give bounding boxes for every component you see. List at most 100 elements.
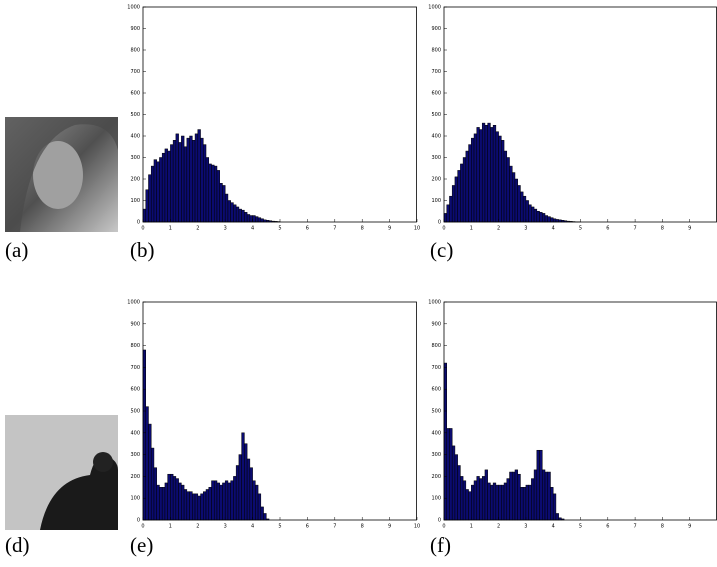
bar (465, 489, 469, 521)
bar (211, 164, 215, 223)
bar (145, 406, 149, 521)
bar (156, 484, 160, 521)
bar (520, 191, 524, 223)
bar (547, 471, 551, 521)
bar (501, 140, 505, 223)
bar (257, 217, 262, 223)
y-tick-label: 100 (431, 496, 441, 502)
y-tick-label: 700 (130, 365, 140, 371)
bar (219, 183, 223, 223)
y-tick-label: 600 (431, 91, 441, 97)
bar (161, 487, 166, 521)
y-tick-label: 0 (137, 518, 140, 524)
x-tick-label: 5 (579, 524, 582, 530)
panel-label: (d) (5, 533, 30, 557)
bar (148, 174, 152, 223)
bar (170, 144, 174, 223)
y-tick-label: 700 (431, 365, 441, 371)
bar (235, 206, 240, 223)
x-tick-label: 1 (470, 524, 473, 530)
y-tick-label: 400 (130, 134, 140, 140)
bar (468, 491, 472, 521)
bar (172, 140, 177, 223)
bar (531, 206, 535, 223)
bar (241, 432, 245, 521)
y-tick-label: 800 (431, 48, 441, 54)
bar (476, 476, 480, 521)
bar (539, 212, 543, 223)
bar (213, 480, 218, 521)
y-tick-label: 900 (431, 321, 441, 327)
bar (249, 215, 253, 223)
x-tick-label: 8 (361, 226, 364, 232)
bar (148, 423, 152, 521)
bar (520, 487, 524, 521)
x-tick-label: 4 (251, 226, 254, 232)
bar (465, 150, 469, 223)
bar (490, 127, 494, 223)
y-tick-label: 1000 (127, 300, 140, 306)
x-tick-label: 4 (251, 524, 254, 530)
y-tick-label: 300 (431, 452, 441, 458)
bar (153, 467, 157, 521)
bar (159, 487, 163, 521)
x-tick-label: 5 (579, 226, 582, 232)
photo-d (5, 415, 118, 530)
bar (492, 482, 497, 521)
bar (246, 214, 251, 223)
bar (208, 487, 212, 521)
bar (192, 140, 196, 223)
bar (205, 489, 210, 521)
bar (484, 125, 488, 223)
bar (460, 476, 464, 521)
x-tick-label: 6 (606, 226, 609, 232)
y-tick-label: 100 (431, 198, 441, 204)
bar (552, 218, 557, 223)
bar (462, 480, 467, 521)
x-tick-label: 6 (306, 524, 309, 530)
x-tick-label: 9 (388, 524, 391, 530)
photo-a (5, 117, 118, 232)
x-tick-label: 1 (470, 226, 473, 232)
x-tick-label: 3 (524, 226, 527, 232)
y-tick-label: 400 (431, 430, 441, 436)
bar (487, 482, 491, 521)
bar (514, 469, 518, 521)
bar (509, 165, 513, 223)
bar (194, 493, 199, 521)
bar (150, 447, 155, 521)
x-tick-label: 9 (388, 226, 391, 232)
bar (175, 478, 179, 521)
bar (203, 491, 207, 521)
bar (468, 144, 472, 223)
bar (181, 135, 185, 223)
bar (514, 178, 518, 223)
bar (252, 215, 256, 223)
bar (528, 484, 532, 521)
y-tick-label: 400 (431, 134, 441, 140)
bar (531, 478, 535, 521)
bar (142, 349, 146, 521)
bar (181, 484, 185, 521)
panel-label: (c) (430, 238, 453, 262)
y-tick-label: 800 (130, 343, 140, 349)
bar (522, 195, 527, 223)
bar (150, 165, 155, 223)
x-tick-label: 0 (442, 226, 445, 232)
bar (460, 163, 464, 223)
bar (142, 208, 146, 223)
bar (167, 150, 171, 223)
bar (449, 195, 453, 223)
bar (471, 484, 475, 521)
bar (145, 189, 149, 223)
y-tick-label: 600 (431, 387, 441, 393)
y-tick-label: 800 (130, 48, 140, 54)
bar (222, 185, 226, 223)
bar (167, 473, 171, 521)
bar (203, 144, 207, 223)
y-tick-label: 500 (130, 409, 140, 415)
bar (517, 185, 521, 223)
bar (238, 208, 242, 223)
y-tick-label: 200 (130, 177, 140, 183)
